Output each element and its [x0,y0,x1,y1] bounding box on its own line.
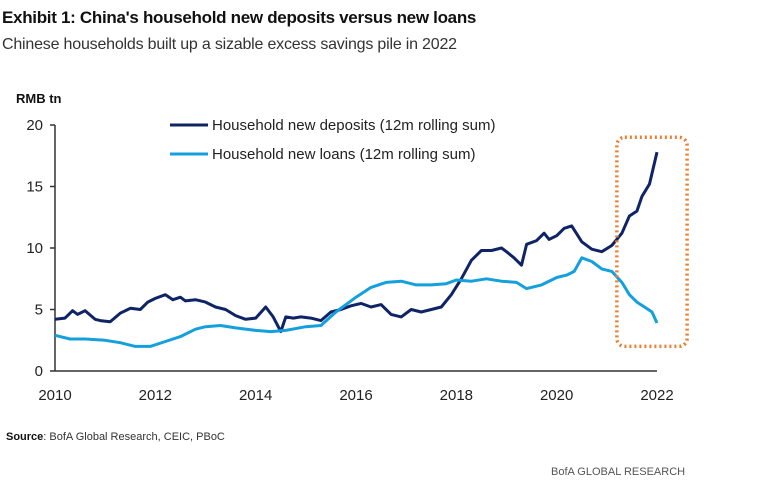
y-tick-label: 10 [26,240,43,257]
x-tick-label: 2020 [540,387,573,404]
series-line-loans [54,256,659,348]
y-tick-label: 15 [26,179,43,196]
x-tick-label: 2016 [339,387,372,404]
highlight-box [615,135,689,349]
x-tick-label: 2018 [440,387,473,404]
y-tick-label: 5 [35,302,43,319]
x-tick-label: 2022 [640,387,673,404]
source-note: Source: BofA Global Research, CEIC, PBoC [6,431,225,443]
series-line-deposits [54,151,659,334]
x-tick-label: 2012 [139,387,172,404]
legend-label: Household new loans (12m rolling sum) [212,146,475,163]
source-text: : BofA Global Research, CEIC, PBoC [43,431,225,443]
legend-label: Household new deposits (12m rolling sum) [212,117,495,134]
y-axis-unit: RMB tn [16,91,62,106]
y-tick-label: 20 [26,117,43,134]
exhibit-title: Exhibit 1: China's household new deposit… [2,8,477,27]
x-tick-label: 2014 [239,387,272,404]
source-label: Source [6,431,44,443]
footer-brand: BofA GLOBAL RESEARCH [551,466,686,478]
exhibit-subtitle: Chinese households built up a sizable ex… [2,36,457,53]
y-tick-label: 0 [35,363,43,380]
x-tick-label: 2010 [38,387,71,404]
